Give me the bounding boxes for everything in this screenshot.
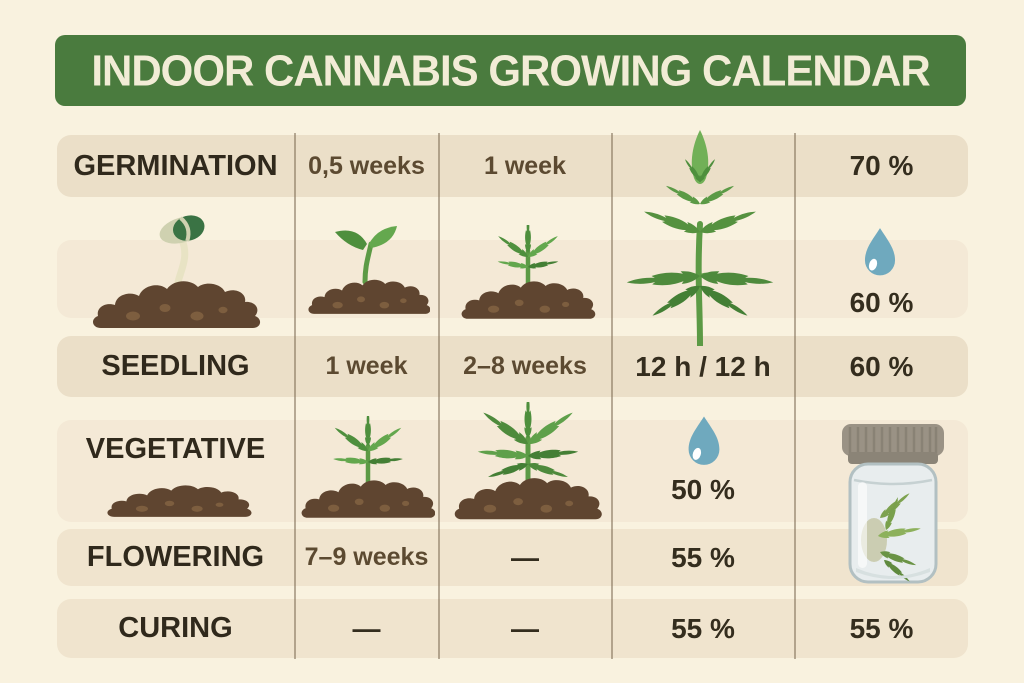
row-band-flowering [57,529,968,586]
vegetative-plant-icon [301,416,435,518]
seedling-stage-label: SEEDLING [101,350,250,382]
page-title: INDOOR CANNABIS GROWING CALENDAR [91,45,930,95]
seedling-humidity-cell: 60 % [849,350,914,382]
water-drop-icon [688,416,720,465]
column-divider [611,133,613,659]
curing-humidity1-cell: 55 % [671,612,735,644]
column-divider [438,133,440,659]
vegetative-humidity-cell: 50 % [671,474,735,505]
germination-duration1-cell: 0,5 weeks [308,151,425,180]
flowering-stage-label: FLOWERING [86,541,265,573]
large-plant-icon [454,402,602,520]
young-plant-icon [461,225,596,319]
flowering-duration1-cell: 7–9 weeks [304,543,429,571]
sprout-icon [92,215,261,328]
curing-stage-label: CURING [118,612,233,644]
seedling-duration1-cell: 1 week [325,352,408,380]
cannabis-plant-icon [626,130,774,346]
curing-duration1-cell: — [352,612,381,644]
column-divider [794,133,796,659]
curing-duration2-cell: — [511,612,539,644]
flowering-humidity-cell: 55 % [671,541,735,573]
germination-humidity-cell: 70 % [849,150,914,181]
germination-duration2-cell: 1 week [483,151,566,180]
vegetative-stage-label: VEGETATIVE [85,432,266,465]
curing-humidity2-cell: 55 % [849,612,914,644]
water-drop-icon [864,228,896,276]
seedling-icon [308,226,430,314]
curing-jar-icon [842,424,944,584]
seedling-light-cycle-cell: 12 h / 12 h [635,350,771,382]
title-banner: INDOOR CANNABIS GROWING CALENDAR [55,35,966,106]
seedling-duration2-cell: 2–8 weeks [463,352,587,380]
column-divider [294,133,296,659]
sprout-row-humidity-cell: 60 % [849,287,914,318]
row-band-seedling [57,336,968,397]
soil-mound-icon [107,485,252,517]
row-band-curing [57,599,968,658]
row-band-germination [57,135,968,197]
germination-stage-label: GERMINATION [73,149,278,182]
flowering-duration2-cell: — [511,541,539,573]
